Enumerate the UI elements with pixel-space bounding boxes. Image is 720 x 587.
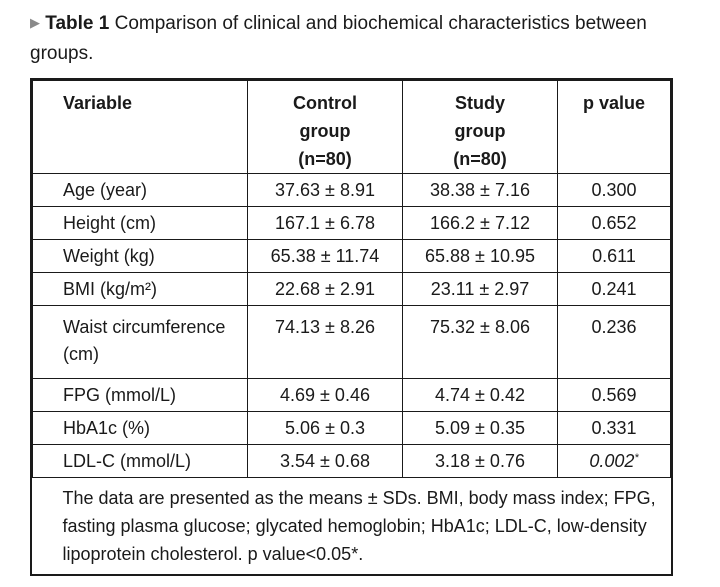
header-p-value: p value xyxy=(557,80,671,174)
cell-p-value: 0.241 xyxy=(557,272,671,306)
header-control-line2: group xyxy=(299,121,351,141)
cell-p-value: 0.569 xyxy=(557,378,671,412)
cell-variable: FPG (mmol/L) xyxy=(32,378,248,412)
header-study-line2: group xyxy=(454,121,506,141)
cell-p-value-significant: 0.002* xyxy=(557,444,671,478)
header-control-group: Control group (n=80) xyxy=(247,80,403,174)
cell-control: 37.63 ± 8.91 xyxy=(247,173,403,207)
data-table-container: Variable Control group (n=80) Study grou… xyxy=(30,78,673,576)
p-value-text: 0.002 xyxy=(589,450,635,471)
table-row: Age (year) 37.63 ± 8.91 38.38 ± 7.16 0.3… xyxy=(32,173,671,207)
table-row: Height (cm) 167.1 ± 6.78 166.2 ± 7.12 0.… xyxy=(32,206,671,240)
table-row: FPG (mmol/L) 4.69 ± 0.46 4.74 ± 0.42 0.5… xyxy=(32,378,671,412)
cell-study: 38.38 ± 7.16 xyxy=(402,173,558,207)
table-row: Waist circumference (cm) 74.13 ± 8.26 75… xyxy=(32,305,671,379)
caption-arrow-icon: ▶ xyxy=(30,15,40,30)
header-control-line3: (n=80) xyxy=(298,149,352,169)
table-header-row: Variable Control group (n=80) Study grou… xyxy=(32,80,671,174)
caption-text: Comparison of clinical and biochemical c… xyxy=(30,13,647,64)
table-row: Weight (kg) 65.38 ± 11.74 65.88 ± 10.95 … xyxy=(32,239,671,273)
cell-variable: HbA1c (%) xyxy=(32,411,248,445)
cell-control: 74.13 ± 8.26 xyxy=(247,305,403,379)
cell-variable: Weight (kg) xyxy=(32,239,248,273)
header-study-line1: Study xyxy=(454,93,505,113)
significance-marker: * xyxy=(634,451,639,464)
cell-variable: LDL-C (mmol/L) xyxy=(32,444,248,478)
table-row: BMI (kg/m²) 22.68 ± 2.91 23.11 ± 2.97 0.… xyxy=(32,272,671,306)
cell-control: 65.38 ± 11.74 xyxy=(247,239,403,273)
cell-control: 5.06 ± 0.3 xyxy=(247,411,403,445)
cell-study: 166.2 ± 7.12 xyxy=(402,206,558,240)
table-caption: ▶ Table 1 Comparison of clinical and bio… xyxy=(30,8,690,69)
cell-control: 4.69 ± 0.46 xyxy=(247,378,403,412)
cell-study: 75.32 ± 8.06 xyxy=(402,305,558,379)
cell-study: 4.74 ± 0.42 xyxy=(402,378,558,412)
cell-p-value: 0.652 xyxy=(557,206,671,240)
cell-p-value: 0.611 xyxy=(557,239,671,273)
cell-p-value: 0.236 xyxy=(557,305,671,379)
header-study-line3: (n=80) xyxy=(453,149,507,169)
cell-study: 23.11 ± 2.97 xyxy=(402,272,558,306)
header-study-group: Study group (n=80) xyxy=(402,80,558,174)
cell-p-value: 0.331 xyxy=(557,411,671,445)
cell-variable: BMI (kg/m²) xyxy=(32,272,248,306)
cell-variable: Age (year) xyxy=(32,173,248,207)
cell-study: 5.09 ± 0.35 xyxy=(402,411,558,445)
cell-p-value: 0.300 xyxy=(557,173,671,207)
comparison-table: Variable Control group (n=80) Study grou… xyxy=(32,80,671,574)
table-row: HbA1c (%) 5.06 ± 0.3 5.09 ± 0.35 0.331 xyxy=(32,411,671,445)
cell-variable: Height (cm) xyxy=(32,206,248,240)
cell-study: 65.88 ± 10.95 xyxy=(402,239,558,273)
cell-control: 167.1 ± 6.78 xyxy=(247,206,403,240)
table-footnote: The data are presented as the means ± SD… xyxy=(32,477,671,574)
cell-variable: Waist circumference (cm) xyxy=(32,305,248,379)
table-row: LDL-C (mmol/L) 3.54 ± 0.68 3.18 ± 0.76 0… xyxy=(32,444,671,478)
cell-control: 3.54 ± 0.68 xyxy=(247,444,403,478)
cell-study: 3.18 ± 0.76 xyxy=(402,444,558,478)
header-control-line1: Control xyxy=(293,93,357,113)
cell-control: 22.68 ± 2.91 xyxy=(247,272,403,306)
caption-label: Table 1 xyxy=(45,13,110,34)
header-variable: Variable xyxy=(32,80,248,174)
table-footnote-row: The data are presented as the means ± SD… xyxy=(32,477,671,574)
